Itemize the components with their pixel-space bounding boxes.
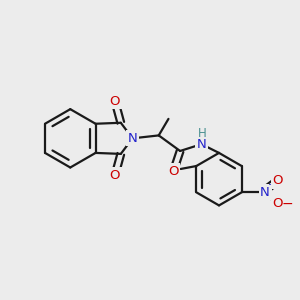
Text: H: H (198, 127, 207, 140)
Text: O: O (272, 174, 283, 187)
Text: O: O (110, 169, 120, 182)
Text: N: N (260, 186, 270, 199)
Text: N: N (196, 138, 206, 151)
Text: N: N (128, 132, 137, 145)
Text: O: O (168, 165, 178, 178)
Text: +: + (268, 181, 276, 190)
Text: −: − (282, 197, 293, 211)
Text: O: O (110, 95, 120, 108)
Text: O: O (272, 197, 283, 211)
